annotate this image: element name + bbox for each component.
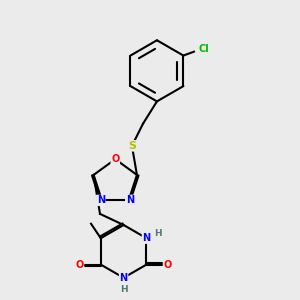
Text: O: O [75, 260, 83, 270]
Text: O: O [111, 154, 119, 164]
Text: Cl: Cl [198, 44, 209, 54]
Text: N: N [97, 195, 105, 206]
Text: N: N [126, 195, 134, 206]
Text: H: H [154, 229, 162, 238]
Text: O: O [164, 260, 172, 270]
Text: H: H [120, 285, 128, 294]
Text: N: N [119, 273, 128, 283]
Text: N: N [142, 233, 151, 243]
Text: S: S [128, 141, 136, 151]
